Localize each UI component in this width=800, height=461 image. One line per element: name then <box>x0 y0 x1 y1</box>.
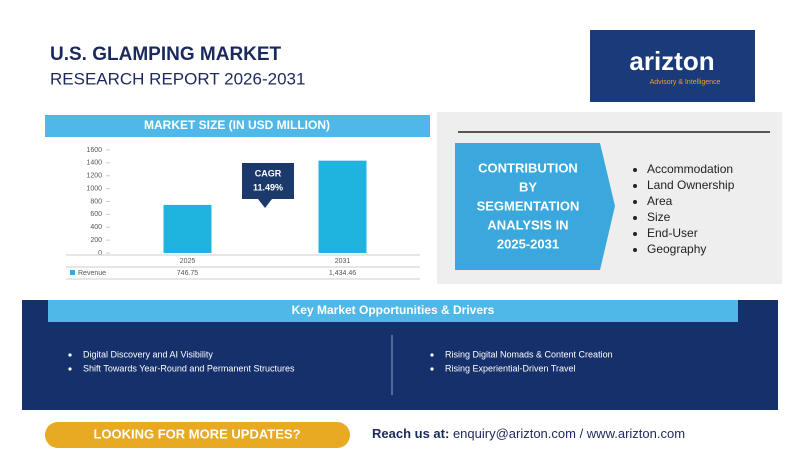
bullet <box>68 367 72 371</box>
y-tick-label: 200 <box>90 237 102 244</box>
y-tick-label: 1600 <box>86 147 102 154</box>
legend-swatch <box>70 270 75 275</box>
driver-item: Digital Discovery and AI Visibility <box>83 349 213 359</box>
cagr-value: 11.49% <box>253 182 283 192</box>
cta-text[interactable]: LOOKING FOR MORE UPDATES? <box>93 426 300 441</box>
chart-header <box>45 115 430 137</box>
segment-title: 2025-2031 <box>497 236 559 251</box>
drivers-title: Key Market Opportunities & Drivers <box>292 303 495 317</box>
segment-title: CONTRIBUTION <box>478 160 578 175</box>
logo-tagline: Advisory & Intelligence <box>650 79 721 86</box>
bullet <box>633 248 637 252</box>
cagr-label: CAGR <box>255 168 282 178</box>
driver-item: Rising Experiential-Driven Travel <box>445 363 576 373</box>
y-tick-label: 400 <box>90 224 102 231</box>
y-tick-label: 800 <box>90 198 102 205</box>
bullet <box>633 200 637 204</box>
bullet <box>633 168 637 172</box>
y-tick-label: 1000 <box>86 185 102 192</box>
x-tick-label: 2031 <box>335 258 351 265</box>
segment-arrow <box>455 143 615 270</box>
segment-item: End-User <box>647 226 698 240</box>
segment-item: Geography <box>647 242 706 256</box>
subtitle: RESEARCH REPORT 2026-2031 <box>50 69 305 88</box>
cta-button[interactable] <box>45 422 350 448</box>
segment-item: Land Ownership <box>647 178 735 192</box>
chart-title: MARKET SIZE (IN USD MILLION) <box>144 118 330 132</box>
bar <box>318 160 367 253</box>
y-tick-label: 1400 <box>86 160 102 167</box>
segmentation: CONTRIBUTION BY SEGMENTATION ANALYSIS IN 202… <box>477 160 735 256</box>
value-label: 746.75 <box>177 270 199 277</box>
driver-item: Rising Digital Nomads & Content Creation <box>445 349 613 359</box>
segment-item: Size <box>647 210 671 224</box>
logo-box <box>590 30 755 102</box>
segment-title: BY <box>519 179 537 194</box>
y-tick-label: 1200 <box>86 173 102 180</box>
drivers: Digital Discovery and AI Visibility Shift… <box>68 349 613 373</box>
value-label: 1,434.46 <box>329 270 356 277</box>
bullet <box>68 353 72 357</box>
segment-title: ANALYSIS IN <box>487 217 568 232</box>
chart: 0 200 400 600 800 1000 1200 1400 1600 Revenue 2025… <box>66 147 420 280</box>
cagr-callout <box>242 163 294 208</box>
segment-item: Accommodation <box>647 162 733 176</box>
segment-title: SEGMENTATION <box>477 198 580 213</box>
bullet <box>430 367 434 371</box>
bar <box>163 204 212 253</box>
x-tick-label: 2025 <box>180 258 196 265</box>
contact: enquiry@arizton.com / www.arizton.com <box>453 426 685 441</box>
legend-label: Revenue <box>78 270 106 277</box>
y-tick-label: 0 <box>98 250 102 257</box>
contact-line: Reach us at: enquiry@arizton.com / www.a… <box>372 426 685 441</box>
y-tick-label: 600 <box>90 211 102 218</box>
bullet <box>430 353 434 357</box>
bullet <box>633 184 637 188</box>
segment-item: Area <box>647 194 673 208</box>
bullet <box>633 232 637 236</box>
reach-label: Reach us at: <box>372 426 449 441</box>
bullet <box>633 216 637 220</box>
title: U.S. GLAMPING MARKET <box>50 44 282 65</box>
driver-item: Shift Towards Year-Round and Permanent S… <box>83 363 295 373</box>
drivers-header <box>48 300 738 322</box>
logo-name: arizton <box>629 46 714 76</box>
